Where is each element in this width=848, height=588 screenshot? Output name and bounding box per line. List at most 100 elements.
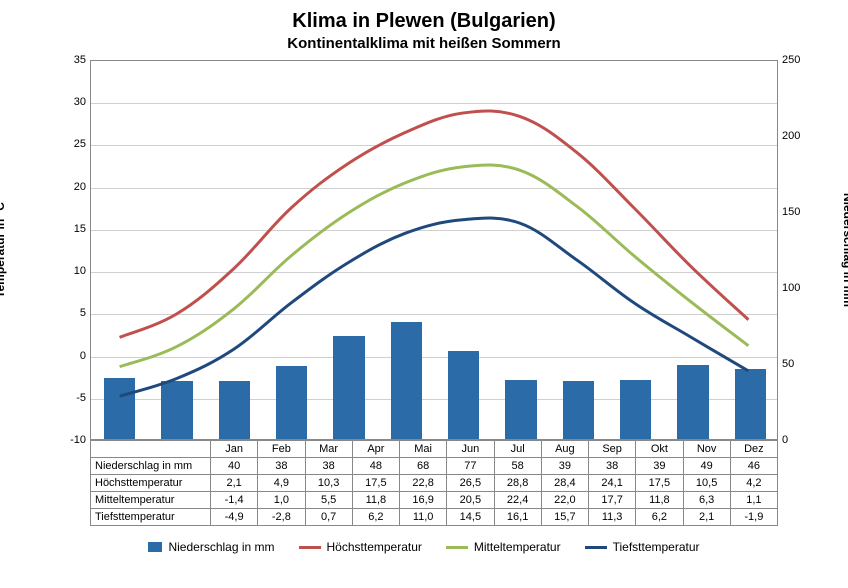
y-left-axis-label: Temperatur in °C <box>0 202 7 298</box>
table-cell: 77 <box>447 458 494 475</box>
y-right-axis-label: Niederschlag in mm <box>841 193 848 307</box>
y-right-tick: 250 <box>782 54 808 66</box>
table-month-header: Aug <box>541 441 588 458</box>
y-left-tick: 20 <box>60 181 86 193</box>
table-month-header: Apr <box>352 441 399 458</box>
table-cell: 14,5 <box>447 509 494 526</box>
table-cell: 15,7 <box>541 509 588 526</box>
y-right-tick: 50 <box>782 358 808 370</box>
table-row-label: Mitteltemperatur <box>91 492 211 509</box>
legend-label: Mitteltemperatur <box>474 540 561 554</box>
y-left-tick: 25 <box>60 138 86 150</box>
table-cell: -1,4 <box>211 492 258 509</box>
table-cell: 10,5 <box>683 475 730 492</box>
y-right-tick: 200 <box>782 130 808 142</box>
table-cell: 6,3 <box>683 492 730 509</box>
table-cell: 2,1 <box>683 509 730 526</box>
y-left-tick: 30 <box>60 96 86 108</box>
data-table: JanFebMarAprMaiJunJulAugSepOktNovDez Nied… <box>90 440 778 526</box>
table-cell: 58 <box>494 458 541 475</box>
table-cell: 0,7 <box>305 509 352 526</box>
table-month-header: Sep <box>589 441 636 458</box>
table-month-header: Mar <box>305 441 352 458</box>
table-cell: 11,3 <box>589 509 636 526</box>
chart-title: Klima in Plewen (Bulgarien) <box>10 10 838 33</box>
table-cell: 17,5 <box>636 475 683 492</box>
table-cell: 1,1 <box>730 492 777 509</box>
table-month-header: Jul <box>494 441 541 458</box>
y-right-tick: 100 <box>782 282 808 294</box>
table-cell: 24,1 <box>589 475 636 492</box>
table-cell: -2,8 <box>258 509 305 526</box>
table-cell: 22,0 <box>541 492 588 509</box>
legend-swatch <box>446 546 468 549</box>
legend-swatch <box>148 542 162 552</box>
table-month-header: Dez <box>730 441 777 458</box>
y-left-tick: 15 <box>60 223 86 235</box>
y-right-tick: 150 <box>782 206 808 218</box>
y-left-tick: 10 <box>60 265 86 277</box>
table-cell: 16,1 <box>494 509 541 526</box>
table-cell: 26,5 <box>447 475 494 492</box>
table-cell: 2,1 <box>211 475 258 492</box>
table-cell: 28,8 <box>494 475 541 492</box>
table-cell: 10,3 <box>305 475 352 492</box>
table-cell: 11,8 <box>636 492 683 509</box>
table-cell: 11,0 <box>400 509 447 526</box>
chart-subtitle: Kontinentalklima mit heißen Sommern <box>10 35 838 52</box>
table-cell: 11,8 <box>352 492 399 509</box>
table-cell: 6,2 <box>636 509 683 526</box>
mean-line <box>120 165 749 367</box>
legend-label: Höchsttemperatur <box>327 540 422 554</box>
table-cell: 38 <box>305 458 352 475</box>
plot-region <box>90 60 778 440</box>
table-cell: 4,9 <box>258 475 305 492</box>
legend-item-mean: Mitteltemperatur <box>446 540 561 554</box>
table-cell: 6,2 <box>352 509 399 526</box>
table-row-label: Niederschlag in mm <box>91 458 211 475</box>
y-left-tick: -5 <box>60 392 86 404</box>
y-left-tick: 5 <box>60 307 86 319</box>
table-cell: 39 <box>636 458 683 475</box>
table-row-label: Tiefsttemperatur <box>91 509 211 526</box>
legend-item-low: Tiefsttemperatur <box>585 540 700 554</box>
legend-label: Niederschlag in mm <box>168 540 274 554</box>
table-cell: -4,9 <box>211 509 258 526</box>
table-cell: 48 <box>352 458 399 475</box>
y-right-tick: 0 <box>782 434 808 446</box>
table-month-header: Jan <box>211 441 258 458</box>
legend-item-precip: Niederschlag in mm <box>148 540 274 554</box>
table-cell: 17,7 <box>589 492 636 509</box>
table-cell: 38 <box>589 458 636 475</box>
table-cell: 38 <box>258 458 305 475</box>
table-cell: 49 <box>683 458 730 475</box>
legend-item-high: Höchsttemperatur <box>299 540 422 554</box>
table-corner <box>91 441 211 458</box>
table-month-header: Nov <box>683 441 730 458</box>
y-left-tick: -10 <box>60 434 86 446</box>
table-cell: 1,0 <box>258 492 305 509</box>
table-month-header: Okt <box>636 441 683 458</box>
table-cell: 46 <box>730 458 777 475</box>
table-month-header: Mai <box>400 441 447 458</box>
table-row-label: Höchsttemperatur <box>91 475 211 492</box>
table-cell: 17,5 <box>352 475 399 492</box>
table-cell: 22,8 <box>400 475 447 492</box>
table-cell: 5,5 <box>305 492 352 509</box>
table-cell: 22,4 <box>494 492 541 509</box>
legend-swatch <box>585 546 607 549</box>
table-cell: 16,9 <box>400 492 447 509</box>
plot-area: Temperatur in °C Niederschlag in mm -10-… <box>10 60 838 440</box>
table-cell: -1,9 <box>730 509 777 526</box>
table-cell: 68 <box>400 458 447 475</box>
y-left-tick: 0 <box>60 350 86 362</box>
legend: Niederschlag in mm Höchsttemperatur Mittel… <box>10 540 838 554</box>
table-month-header: Jun <box>447 441 494 458</box>
low-line <box>120 218 749 396</box>
table-month-header: Feb <box>258 441 305 458</box>
legend-label: Tiefsttemperatur <box>613 540 700 554</box>
table-cell: 4,2 <box>730 475 777 492</box>
table-cell: 40 <box>211 458 258 475</box>
legend-swatch <box>299 546 321 549</box>
table-cell: 39 <box>541 458 588 475</box>
